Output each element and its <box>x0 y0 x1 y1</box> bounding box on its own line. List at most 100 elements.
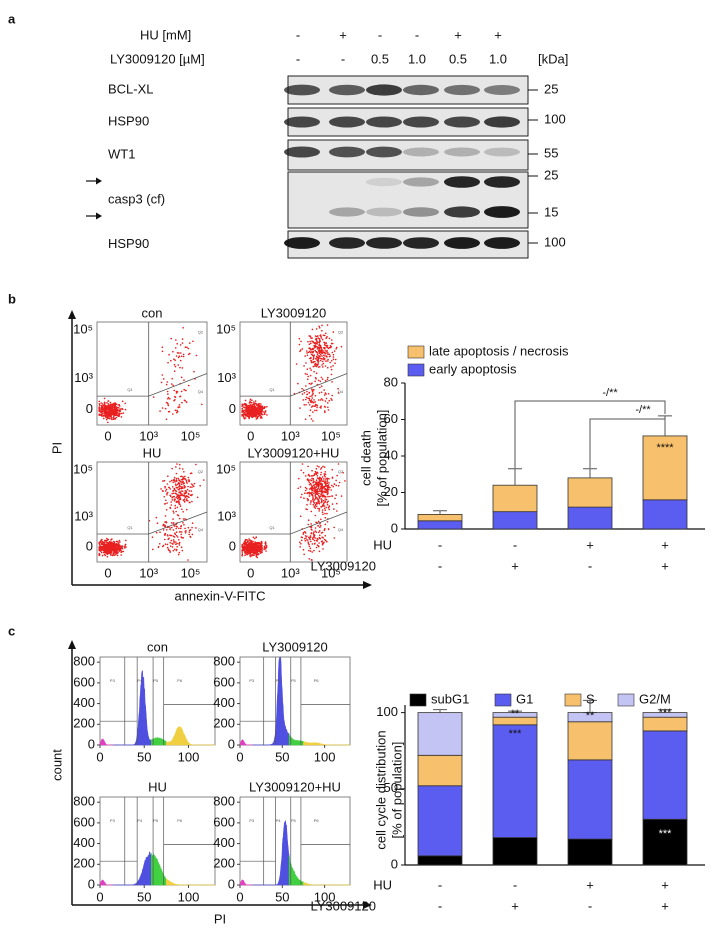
legend-label: G2/M <box>639 691 671 706</box>
blot-band <box>403 84 439 96</box>
y-tick-label: 0 <box>391 520 398 535</box>
x-tick-label: 100 <box>314 889 336 904</box>
blot-band <box>329 237 365 249</box>
band-label: WT1 <box>108 146 135 161</box>
histogram-area <box>252 656 290 746</box>
blot-band <box>403 237 439 249</box>
condition-value: - <box>378 27 382 42</box>
y-tick-label: 100 <box>376 704 398 719</box>
gate-label: Q2 <box>198 469 204 474</box>
flow-plot: HU Q1 Q2 Q4 10⁵ 10³ 00 10³ 10⁵ <box>73 445 208 580</box>
panel-label: c <box>8 623 15 638</box>
arrow-head <box>363 901 372 909</box>
bar-segment <box>417 754 463 787</box>
arrow-head <box>96 212 102 220</box>
category-label: + <box>661 558 669 573</box>
gate-label: Q1 <box>127 387 133 392</box>
x-tick-label: 50 <box>137 889 151 904</box>
x-tick-label: 0 <box>104 428 111 443</box>
histogram-plot: LY3009120 P3 P4 P5 P6 800 600 400 200 00 50 100 <box>213 639 351 764</box>
arrow-head <box>96 177 102 185</box>
y-tick-label: 600 <box>73 674 95 689</box>
condition-value: + <box>339 27 347 42</box>
category-label: - <box>513 877 517 892</box>
blot-band <box>329 146 365 158</box>
condition-value: 1.0 <box>408 51 426 66</box>
histogram-area <box>113 851 152 886</box>
gate-label: P4 <box>137 678 143 683</box>
bar-segment <box>492 837 538 866</box>
error-bar <box>508 468 522 486</box>
histogram-area <box>239 879 253 886</box>
annotation: *** <box>509 728 523 740</box>
gate-label: Q1 <box>269 387 275 392</box>
gate-label: P5 <box>291 678 297 683</box>
error-bar <box>658 709 672 713</box>
histogram-area <box>252 820 290 886</box>
y-tick-label: 0 <box>86 538 93 553</box>
bar-segment <box>642 818 688 866</box>
x-tick-label: 0 <box>96 749 103 764</box>
category-label: - <box>588 898 592 913</box>
y-tick-label: 0 <box>228 876 235 891</box>
category-label: - <box>438 898 442 913</box>
marker-label: 55 <box>544 145 558 160</box>
y-tick-label: 800 <box>73 794 95 809</box>
panel-label: a <box>8 11 16 26</box>
bar-segment <box>567 759 613 840</box>
annotation: ** <box>586 710 595 722</box>
axis-title: annexin-V-FITC <box>174 588 265 603</box>
x-tick-label: 0 <box>236 889 243 904</box>
category-row-label: LY3009120 <box>310 898 376 913</box>
histogram-area <box>151 737 167 746</box>
bar-segment <box>642 716 688 732</box>
x-tick-label: 10⁵ <box>321 428 341 443</box>
category-label: + <box>661 877 669 892</box>
panel-label: b <box>8 291 16 306</box>
band-label: BCL-XL <box>108 81 154 96</box>
histogram-area <box>166 725 215 746</box>
category-label: + <box>511 898 519 913</box>
marker-label: 100 <box>544 234 566 249</box>
y-tick-label: 10³ <box>74 370 93 385</box>
band-label: casp3 (cf) <box>108 191 165 206</box>
x-tick-label: 10³ <box>139 565 158 580</box>
y-axis-title: [% of population] <box>389 742 404 839</box>
axis-title: PI <box>214 911 226 926</box>
y-tick-label: 200 <box>73 856 95 871</box>
plot-frame <box>99 656 216 746</box>
blot-band <box>484 237 520 249</box>
category-row-label: LY3009120 <box>310 558 376 573</box>
y-tick-label: 200 <box>213 716 235 731</box>
blot-band <box>484 176 520 188</box>
legend-label: S <box>586 691 595 706</box>
condition-value: 0.5 <box>449 51 467 66</box>
blot-band <box>444 237 480 249</box>
histogram-area <box>99 738 114 746</box>
y-tick-label: 400 <box>213 835 235 850</box>
gate-label: Q2 <box>338 329 344 334</box>
plot-title: LY3009120 <box>261 305 327 320</box>
flow-plot: LY3009120 Q1 Q2 Q4 10⁵ 10³ 00 10³ 10⁵ <box>216 305 348 443</box>
category-row-label: HU <box>373 877 392 892</box>
gate-label: Q4 <box>198 527 204 532</box>
significance-bracket <box>514 400 666 468</box>
blot-band <box>444 176 480 188</box>
legend-label: G1 <box>516 691 533 706</box>
marker-label: 15 <box>544 204 558 219</box>
gate-label: P3 <box>110 818 116 823</box>
annotation: -/** <box>602 387 618 399</box>
plot-frame <box>239 656 351 746</box>
blot-band <box>403 177 439 187</box>
histogram-area <box>113 669 152 746</box>
blot-band <box>444 84 480 96</box>
y-tick-label: 0 <box>229 538 236 553</box>
error-bar <box>583 699 597 713</box>
blot-band <box>284 116 320 128</box>
y-tick-label: 10³ <box>217 370 236 385</box>
histogram-plot: LY3009120+HU P3 P4 P5 P6 800 600 400 200 00 50 100 <box>213 779 351 904</box>
bar-segment <box>492 724 538 838</box>
blot-band <box>484 147 520 157</box>
error-bar <box>583 468 597 478</box>
x-tick-label: 10³ <box>281 428 300 443</box>
